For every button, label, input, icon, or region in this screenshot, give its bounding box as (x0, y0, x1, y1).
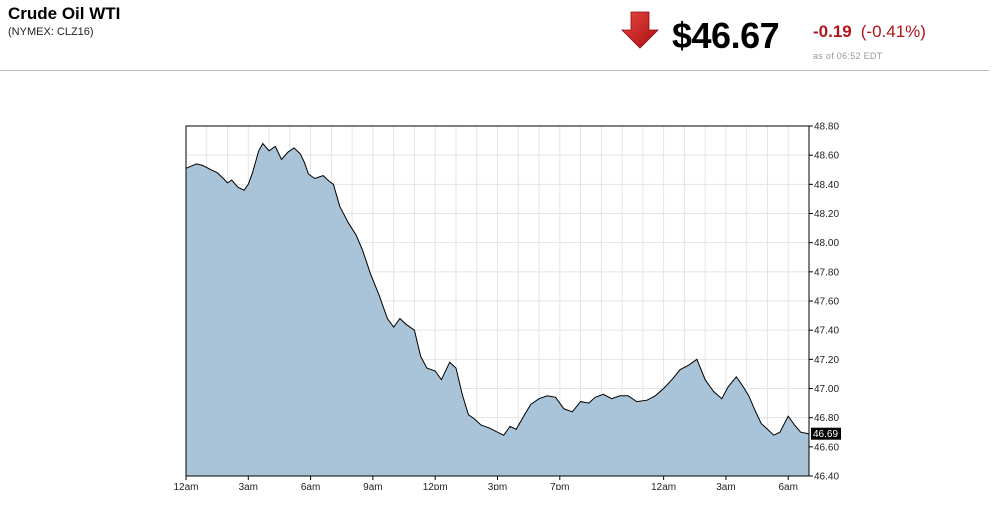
instrument-symbol: (NYMEX: CLZ16) (8, 26, 94, 38)
y-tick-label: 47.60 (814, 297, 839, 308)
y-tick-label: 47.80 (814, 267, 839, 278)
y-tick-label: 46.80 (814, 413, 839, 424)
change-percent: (-0.41%) (860, 22, 926, 41)
last-value-label: 46.69 (813, 429, 838, 440)
y-tick-label: 46.40 (814, 472, 839, 483)
quote-timestamp: as of 06:52 EDT (813, 51, 883, 61)
x-tick-label: 6am (301, 482, 320, 490)
x-tick-label: 3am (239, 482, 258, 490)
change-absolute: -0.19 (813, 22, 852, 41)
last-price: $46.67 (672, 15, 780, 56)
y-tick-label: 48.40 (814, 180, 839, 191)
price-chart: 46.40 46.60 46.80 47.00 47.20 47.40 47.60 47.80… (173, 122, 841, 490)
quote-header: Crude Oil WTI (NYMEX: CLZ16) $46.67 -0.1… (0, 0, 989, 71)
price-change: -0.19 (-0.41%) (813, 22, 926, 42)
x-axis: 12am 3am 6am 9am 12pm 3pm 7pm 12am 3am 6am (173, 476, 798, 490)
x-tick-label: 12am (651, 482, 676, 490)
y-tick-label: 48.60 (814, 151, 839, 162)
x-tick-label: 12am (173, 482, 198, 490)
y-tick-label: 47.40 (814, 326, 839, 337)
x-tick-label: 7pm (550, 482, 569, 490)
x-tick-label: 3am (716, 482, 735, 490)
y-tick-label: 48.00 (814, 238, 839, 249)
x-tick-label: 6am (779, 482, 798, 490)
x-tick-label: 12pm (423, 482, 448, 490)
y-axis: 46.40 46.60 46.80 47.00 47.20 47.40 47.60 47.80… (809, 122, 839, 483)
instrument-title: Crude Oil WTI (8, 4, 121, 23)
price-area (186, 143, 809, 476)
x-tick-label: 3pm (488, 482, 507, 490)
y-tick-label: 48.80 (814, 122, 839, 133)
down-arrow-icon (621, 11, 659, 49)
y-tick-label: 46.60 (814, 442, 839, 453)
y-tick-label: 48.20 (814, 209, 839, 220)
y-tick-label: 47.20 (814, 355, 839, 366)
last-value-box (811, 427, 841, 440)
y-tick-label: 47.00 (814, 384, 839, 395)
price-line (185, 142, 810, 436)
x-tick-label: 9am (363, 482, 382, 490)
last-value-marker: 46.69 (811, 427, 841, 440)
